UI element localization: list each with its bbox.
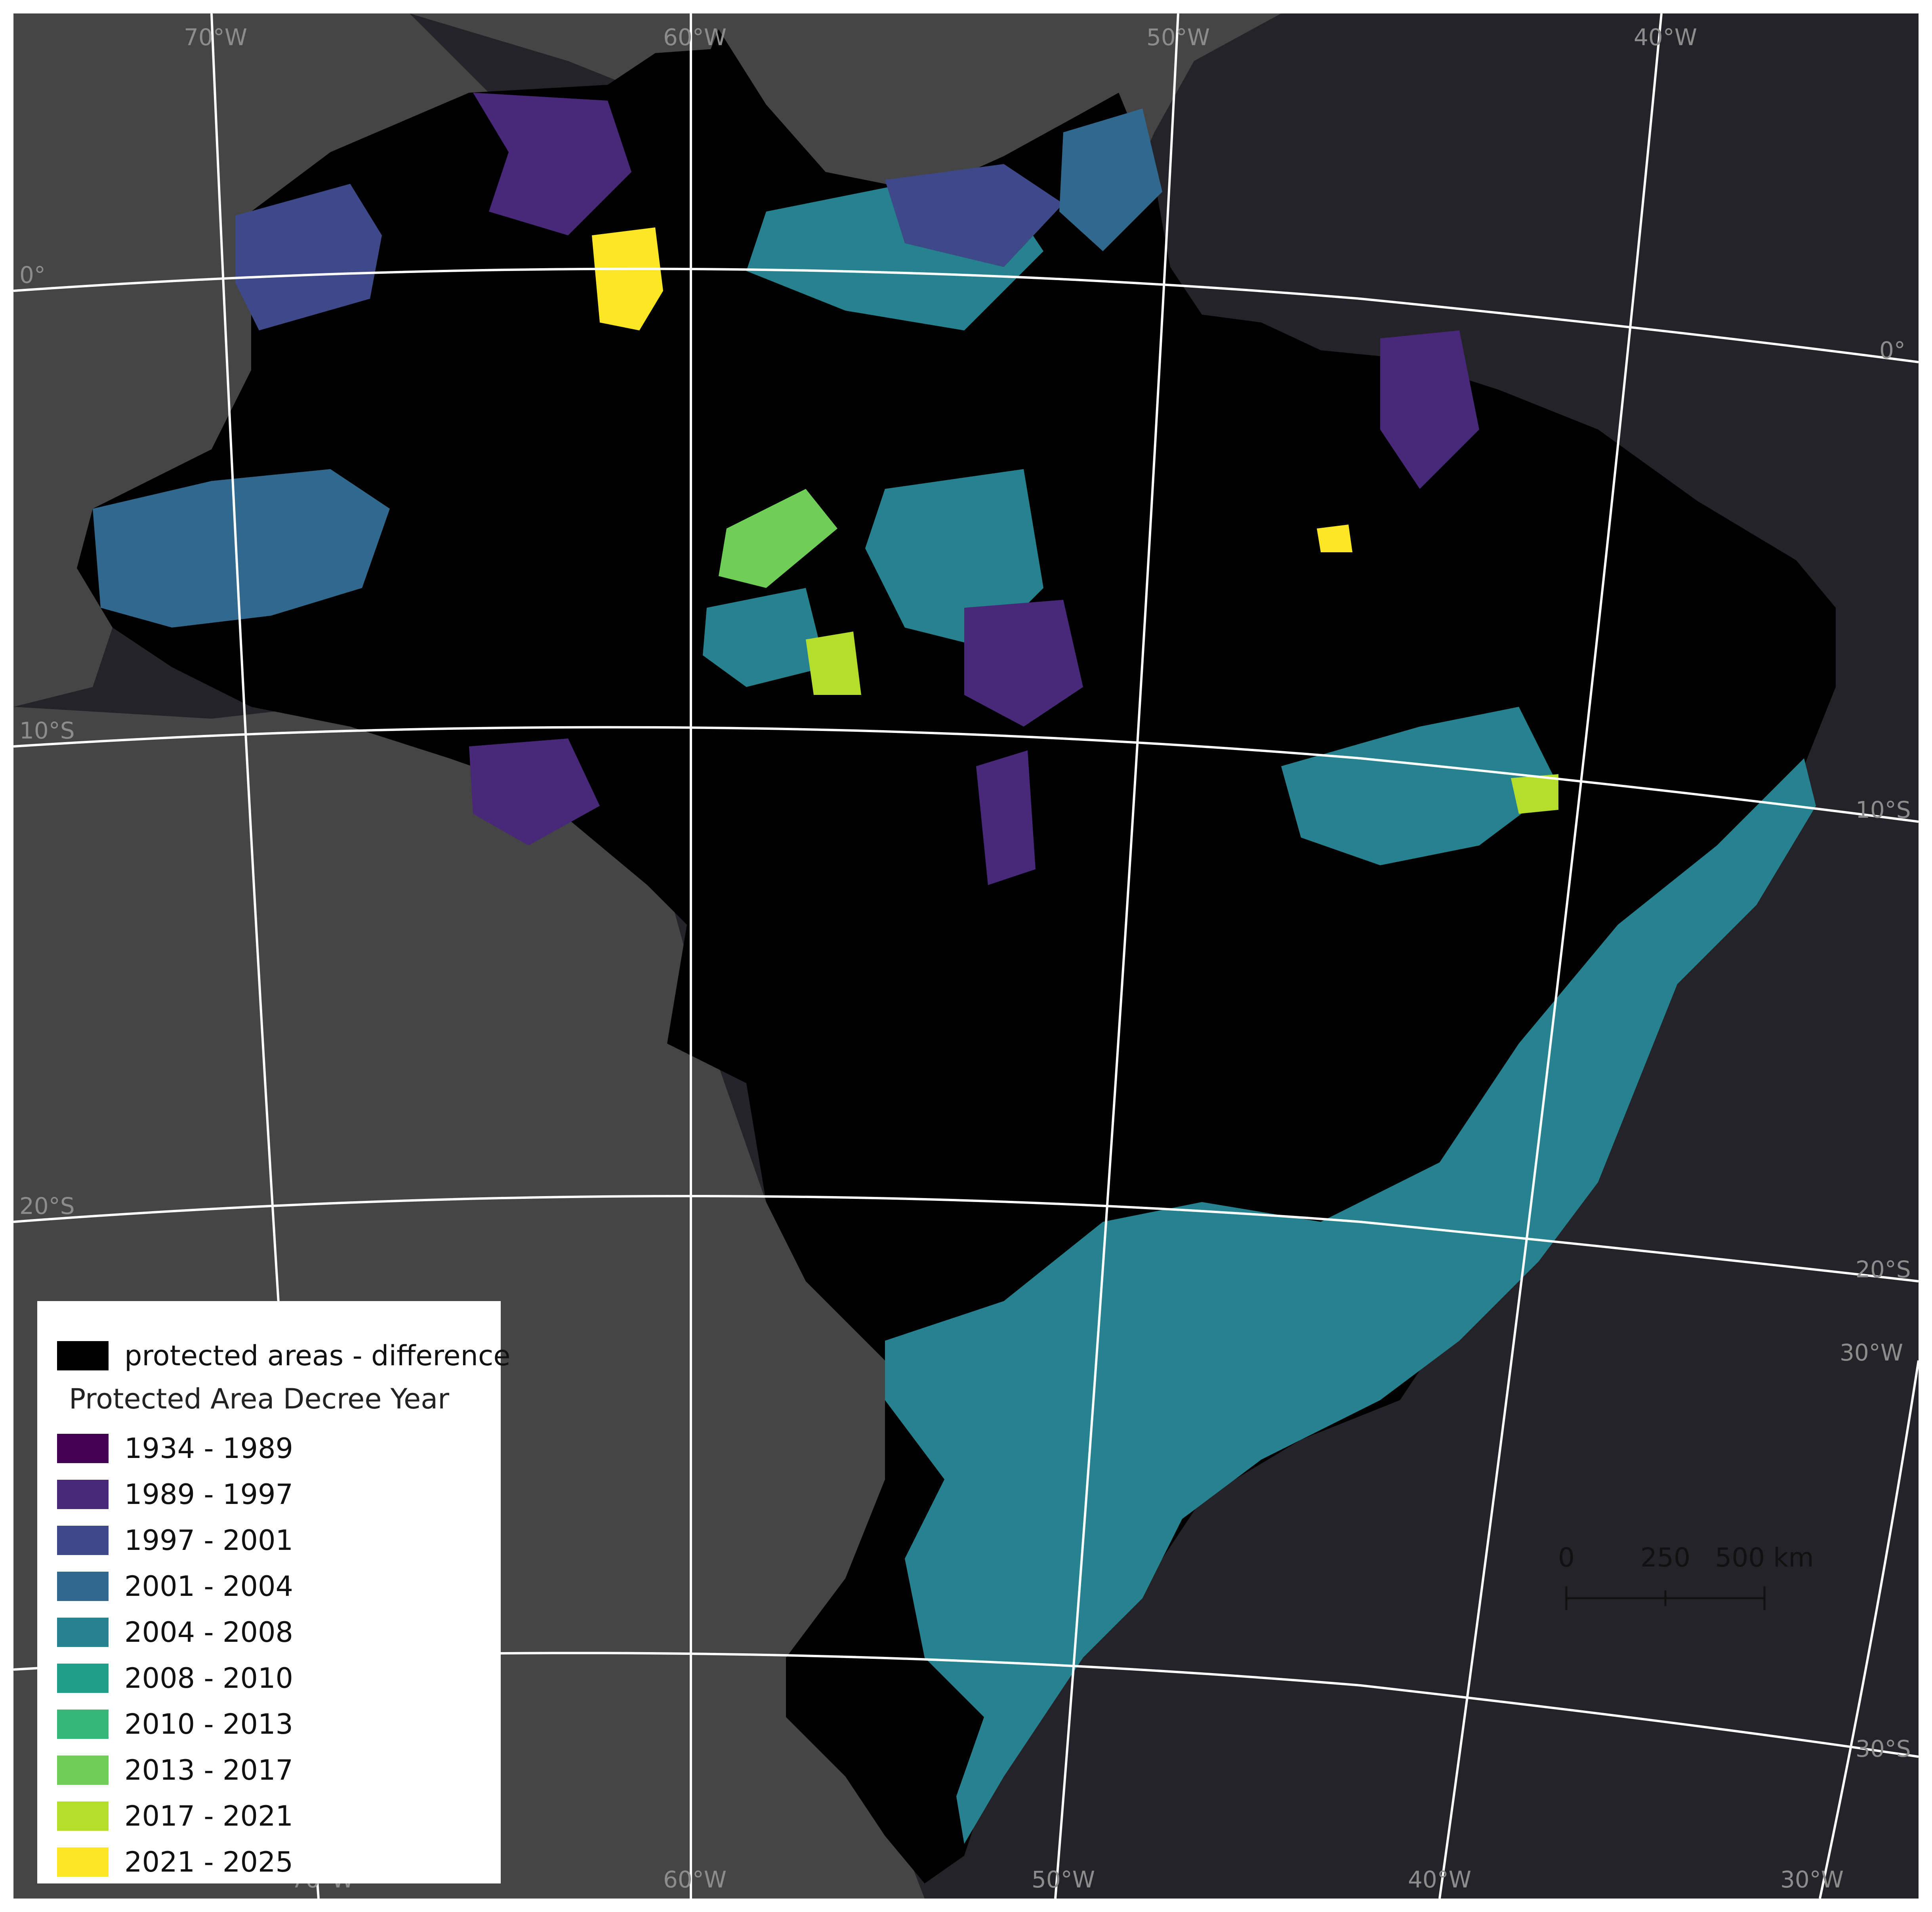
legend-label: 1989 - 1997	[124, 1478, 294, 1511]
right-lat-label-10s: 10°S	[1856, 796, 1911, 823]
legend-row: 2008 - 2010	[53, 1655, 501, 1701]
protected-area-east-4	[1511, 774, 1558, 814]
bottom-lon-label-50w: 50°W	[1032, 1866, 1095, 1893]
protected-area-central-6	[976, 750, 1036, 885]
protected-area-north-4	[885, 164, 1063, 267]
left-lat-label-0: 0°	[19, 261, 46, 288]
legend-label: 2008 - 2010	[124, 1662, 294, 1694]
protected-area-central-2	[964, 600, 1083, 727]
legend-label: 2017 - 2021	[124, 1800, 294, 1832]
legend-swatch	[57, 1526, 109, 1555]
protected-area-southwest-1	[469, 738, 600, 845]
protected-area-north-2	[473, 93, 631, 235]
meridian-40w	[1438, 13, 1663, 1899]
meridian-30w	[1819, 1360, 1919, 1899]
map-legend: protected areas - difference Protected A…	[37, 1301, 510, 1885]
legend-label: 2021 - 2025	[124, 1846, 294, 1878]
legend-swatch	[57, 1847, 109, 1877]
top-lon-label-60w: 60°W	[663, 24, 727, 51]
parallel-10s	[13, 726, 1919, 823]
legend-row: 2004 - 2008	[53, 1609, 501, 1655]
legend-swatch	[57, 1480, 109, 1509]
legend-label: 1997 - 2001	[124, 1524, 294, 1557]
legend-swatch	[57, 1710, 109, 1739]
right-lat-label-20s: 20°S	[1856, 1256, 1911, 1283]
protected-area-north-5	[1059, 109, 1162, 251]
scale-bar: 0 250 500 km	[1558, 1542, 1814, 1610]
top-lon-label-50w: 50°W	[1146, 24, 1210, 51]
legend-title: Protected Area Decree Year	[69, 1383, 449, 1415]
parallel-0	[13, 267, 1919, 363]
legend-row: 1997 - 2001	[53, 1517, 501, 1563]
legend-row: 1934 - 1989	[53, 1425, 501, 1471]
legend-label: 2004 - 2008	[124, 1616, 294, 1649]
legend-row: 2021 - 2025	[53, 1839, 501, 1885]
legend-label-difference: protected areas - difference	[124, 1340, 511, 1372]
protected-area-east-1	[1380, 330, 1479, 489]
legend-label: 2001 - 2004	[124, 1570, 294, 1603]
bottom-lon-label-40w: 40°W	[1408, 1866, 1471, 1893]
legend-row: 2001 - 2004	[53, 1563, 501, 1609]
meridian-50w	[1054, 13, 1179, 1899]
bottom-lon-label-60w: 60°W	[663, 1866, 727, 1893]
legend-items: 1934 - 1989 1989 - 1997 1997 - 2001 2001 - …	[53, 1425, 501, 1885]
legend-row-difference: protected areas - difference	[53, 1333, 510, 1379]
top-lon-label-70w: 70°W	[184, 24, 247, 51]
legend-swatch	[57, 1434, 109, 1463]
legend-label: 2010 - 2013	[124, 1708, 294, 1740]
legend-row: 1989 - 1997	[53, 1471, 501, 1517]
legend-swatch	[57, 1572, 109, 1601]
bottom-lon-label-30w: 30°W	[1780, 1866, 1844, 1893]
protected-area-atlantic-coast	[885, 758, 1816, 1844]
legend-label: 2013 - 2017	[124, 1754, 294, 1786]
legend-label: 1934 - 1989	[124, 1432, 294, 1465]
protected-area-amazon-west	[93, 469, 390, 628]
scale-label-250: 250	[1640, 1542, 1690, 1573]
legend-row: 2013 - 2017	[53, 1747, 501, 1793]
map-canvas[interactable]: 70°W 60°W 50°W 40°W 70°W 60°W 50°W 40°W …	[13, 13, 1919, 1899]
protected-area-north-1	[235, 184, 382, 330]
right-lat-label-0: 0°	[1879, 337, 1905, 364]
legend-swatch	[57, 1801, 109, 1831]
protected-area-central-3	[719, 489, 837, 588]
legend-swatch	[57, 1664, 109, 1693]
protected-area-central-1	[865, 469, 1043, 647]
scale-label-0: 0	[1558, 1542, 1575, 1573]
legend-swatch	[57, 1618, 109, 1647]
legend-row: 2010 - 2013	[53, 1701, 501, 1747]
protected-area-central-5	[806, 632, 861, 695]
right-lat-label-30s: 30°S	[1856, 1735, 1911, 1762]
legend-swatch	[57, 1756, 109, 1785]
protected-area-central-4	[703, 588, 826, 687]
right-lon-label-30w: 30°W	[1840, 1339, 1903, 1366]
protected-area-yellow-1	[592, 227, 663, 330]
protected-area-east-3	[1281, 707, 1558, 865]
legend-row: 2017 - 2021	[53, 1793, 501, 1839]
top-lon-label-40w: 40°W	[1634, 24, 1697, 51]
legend-swatch-difference	[57, 1341, 109, 1370]
parallel-20s	[13, 1195, 1919, 1282]
left-lat-label-20s: 20°S	[19, 1193, 75, 1219]
left-lat-label-10s: 10°S	[19, 717, 75, 744]
scale-label-500: 500 km	[1715, 1542, 1814, 1573]
protected-area-east-2	[1317, 525, 1352, 552]
brazil-difference-area	[77, 29, 1836, 1883]
